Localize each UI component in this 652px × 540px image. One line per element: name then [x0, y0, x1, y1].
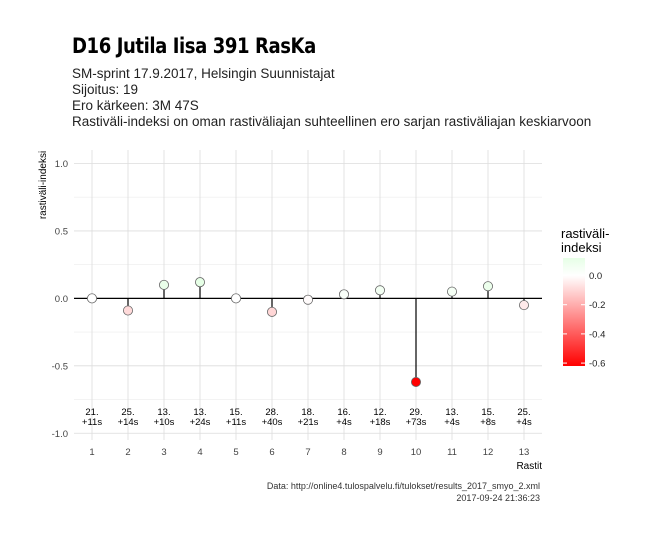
x-tick-label: 6 [269, 447, 274, 458]
annotation-control-4: +24s [190, 417, 211, 428]
x-tick-label: 9 [377, 447, 382, 458]
subtitle-event: SM-sprint 17.9.2017, Helsingin Suunnista… [72, 66, 335, 81]
y-tick-label: 1.0 [55, 159, 68, 170]
point-control-10 [410, 376, 421, 387]
x-tick-label: 12 [483, 447, 494, 458]
point-control-2 [123, 305, 134, 316]
annotation-control-9: +18s [370, 417, 391, 428]
point-control-5 [230, 293, 241, 304]
annotation-control-10: 29. [409, 407, 422, 418]
annotation-control-2: 25. [121, 407, 134, 418]
point-control-8 [338, 289, 349, 300]
point-control-1 [87, 293, 98, 304]
x-tick-label: 11 [447, 447, 457, 458]
chart-marks: 21.+11s25.+14s13.+10s13.+24s15.+11s28.+4… [74, 277, 542, 428]
annotation-control-13: +4s [516, 417, 532, 428]
point-control-11 [446, 286, 457, 297]
y-tick-label: -0.5 [52, 361, 68, 372]
annotation-control-7: 18. [301, 407, 314, 418]
x-tick-label: 10 [411, 447, 422, 458]
point-control-12 [482, 281, 493, 292]
legend-tick-label: -0.4 [589, 329, 605, 340]
annotation-control-5: 15. [229, 407, 242, 418]
x-tick-label: 2 [125, 447, 130, 458]
legend-title: rastiväli- [561, 226, 609, 241]
x-tick-label: 5 [233, 447, 238, 458]
annotation-control-3: +10s [154, 417, 175, 428]
annotation-control-12: +8s [480, 417, 496, 428]
annotation-control-1: +11s [82, 417, 102, 428]
legend-title: indeksi [561, 240, 602, 255]
annotation-control-11: 13. [445, 407, 458, 418]
annotation-control-10: +73s [406, 417, 427, 428]
annotation-control-5: +11s [226, 417, 246, 428]
x-tick-label: 13 [519, 447, 530, 458]
x-tick-label: 3 [161, 447, 166, 458]
subtitle-placement: Sijoitus: 19 [72, 82, 139, 97]
annotation-control-3: 13. [157, 407, 170, 418]
subtitle-description: Rastiväli-indeksi on oman rastiväliajan … [72, 114, 592, 129]
x-tick-label: 8 [341, 447, 346, 458]
x-axis-title: Rastit [516, 461, 542, 472]
x-tick-label: 1 [89, 447, 94, 458]
annotation-control-8: 16. [337, 407, 350, 418]
legend-tick-label: 0.0 [589, 271, 602, 282]
annotation-control-12: 15. [481, 407, 494, 418]
annotation-control-4: 13. [193, 407, 206, 418]
subtitle-gap: Ero kärkeen: 3M 47S [72, 98, 199, 113]
y-axis-title: rastiväli-indeksi [38, 151, 49, 219]
point-control-3 [158, 279, 169, 290]
legend-tick-label: -0.6 [589, 359, 605, 370]
annotation-control-8: +4s [336, 417, 352, 428]
y-tick-label: -1.0 [52, 429, 68, 440]
x-tick-label: 7 [305, 447, 310, 458]
grid-lines [74, 150, 542, 440]
annotation-control-2: +14s [118, 417, 139, 428]
annotation-control-7: +21s [298, 417, 319, 428]
annotation-control-9: 12. [373, 407, 386, 418]
color-legend: rastiväli-indeksi 0.0 -0.2 -0.4 -0.6 [561, 226, 609, 370]
point-control-4 [194, 277, 205, 288]
legend-tick-label: -0.2 [589, 300, 605, 311]
axes: 1.00.50.0-0.5-1.01 2 3 4 5 6 7 8 9 10 11 12 13Rastit… [38, 151, 542, 472]
data-source: Data: http://online4.tulospalvelu.fi/tul… [266, 481, 540, 491]
annotation-control-11: +4s [444, 417, 460, 428]
annotation-control-6: +40s [262, 417, 283, 428]
point-control-6 [266, 306, 277, 317]
legend-colorbar [563, 258, 585, 366]
timestamp: 2017-09-24 21:36:23 [456, 493, 540, 503]
point-control-7 [302, 294, 313, 305]
point-control-9 [374, 285, 385, 296]
y-tick-label: 0.0 [55, 294, 68, 305]
x-tick-label: 4 [197, 447, 202, 458]
y-tick-label: 0.5 [55, 226, 68, 237]
annotation-control-6: 28. [265, 407, 278, 418]
point-control-13 [519, 300, 530, 311]
chart-title: D16 Jutila Iisa 391 RasKa [72, 34, 316, 58]
annotation-control-13: 25. [517, 407, 530, 418]
annotation-control-1: 21. [85, 407, 98, 418]
